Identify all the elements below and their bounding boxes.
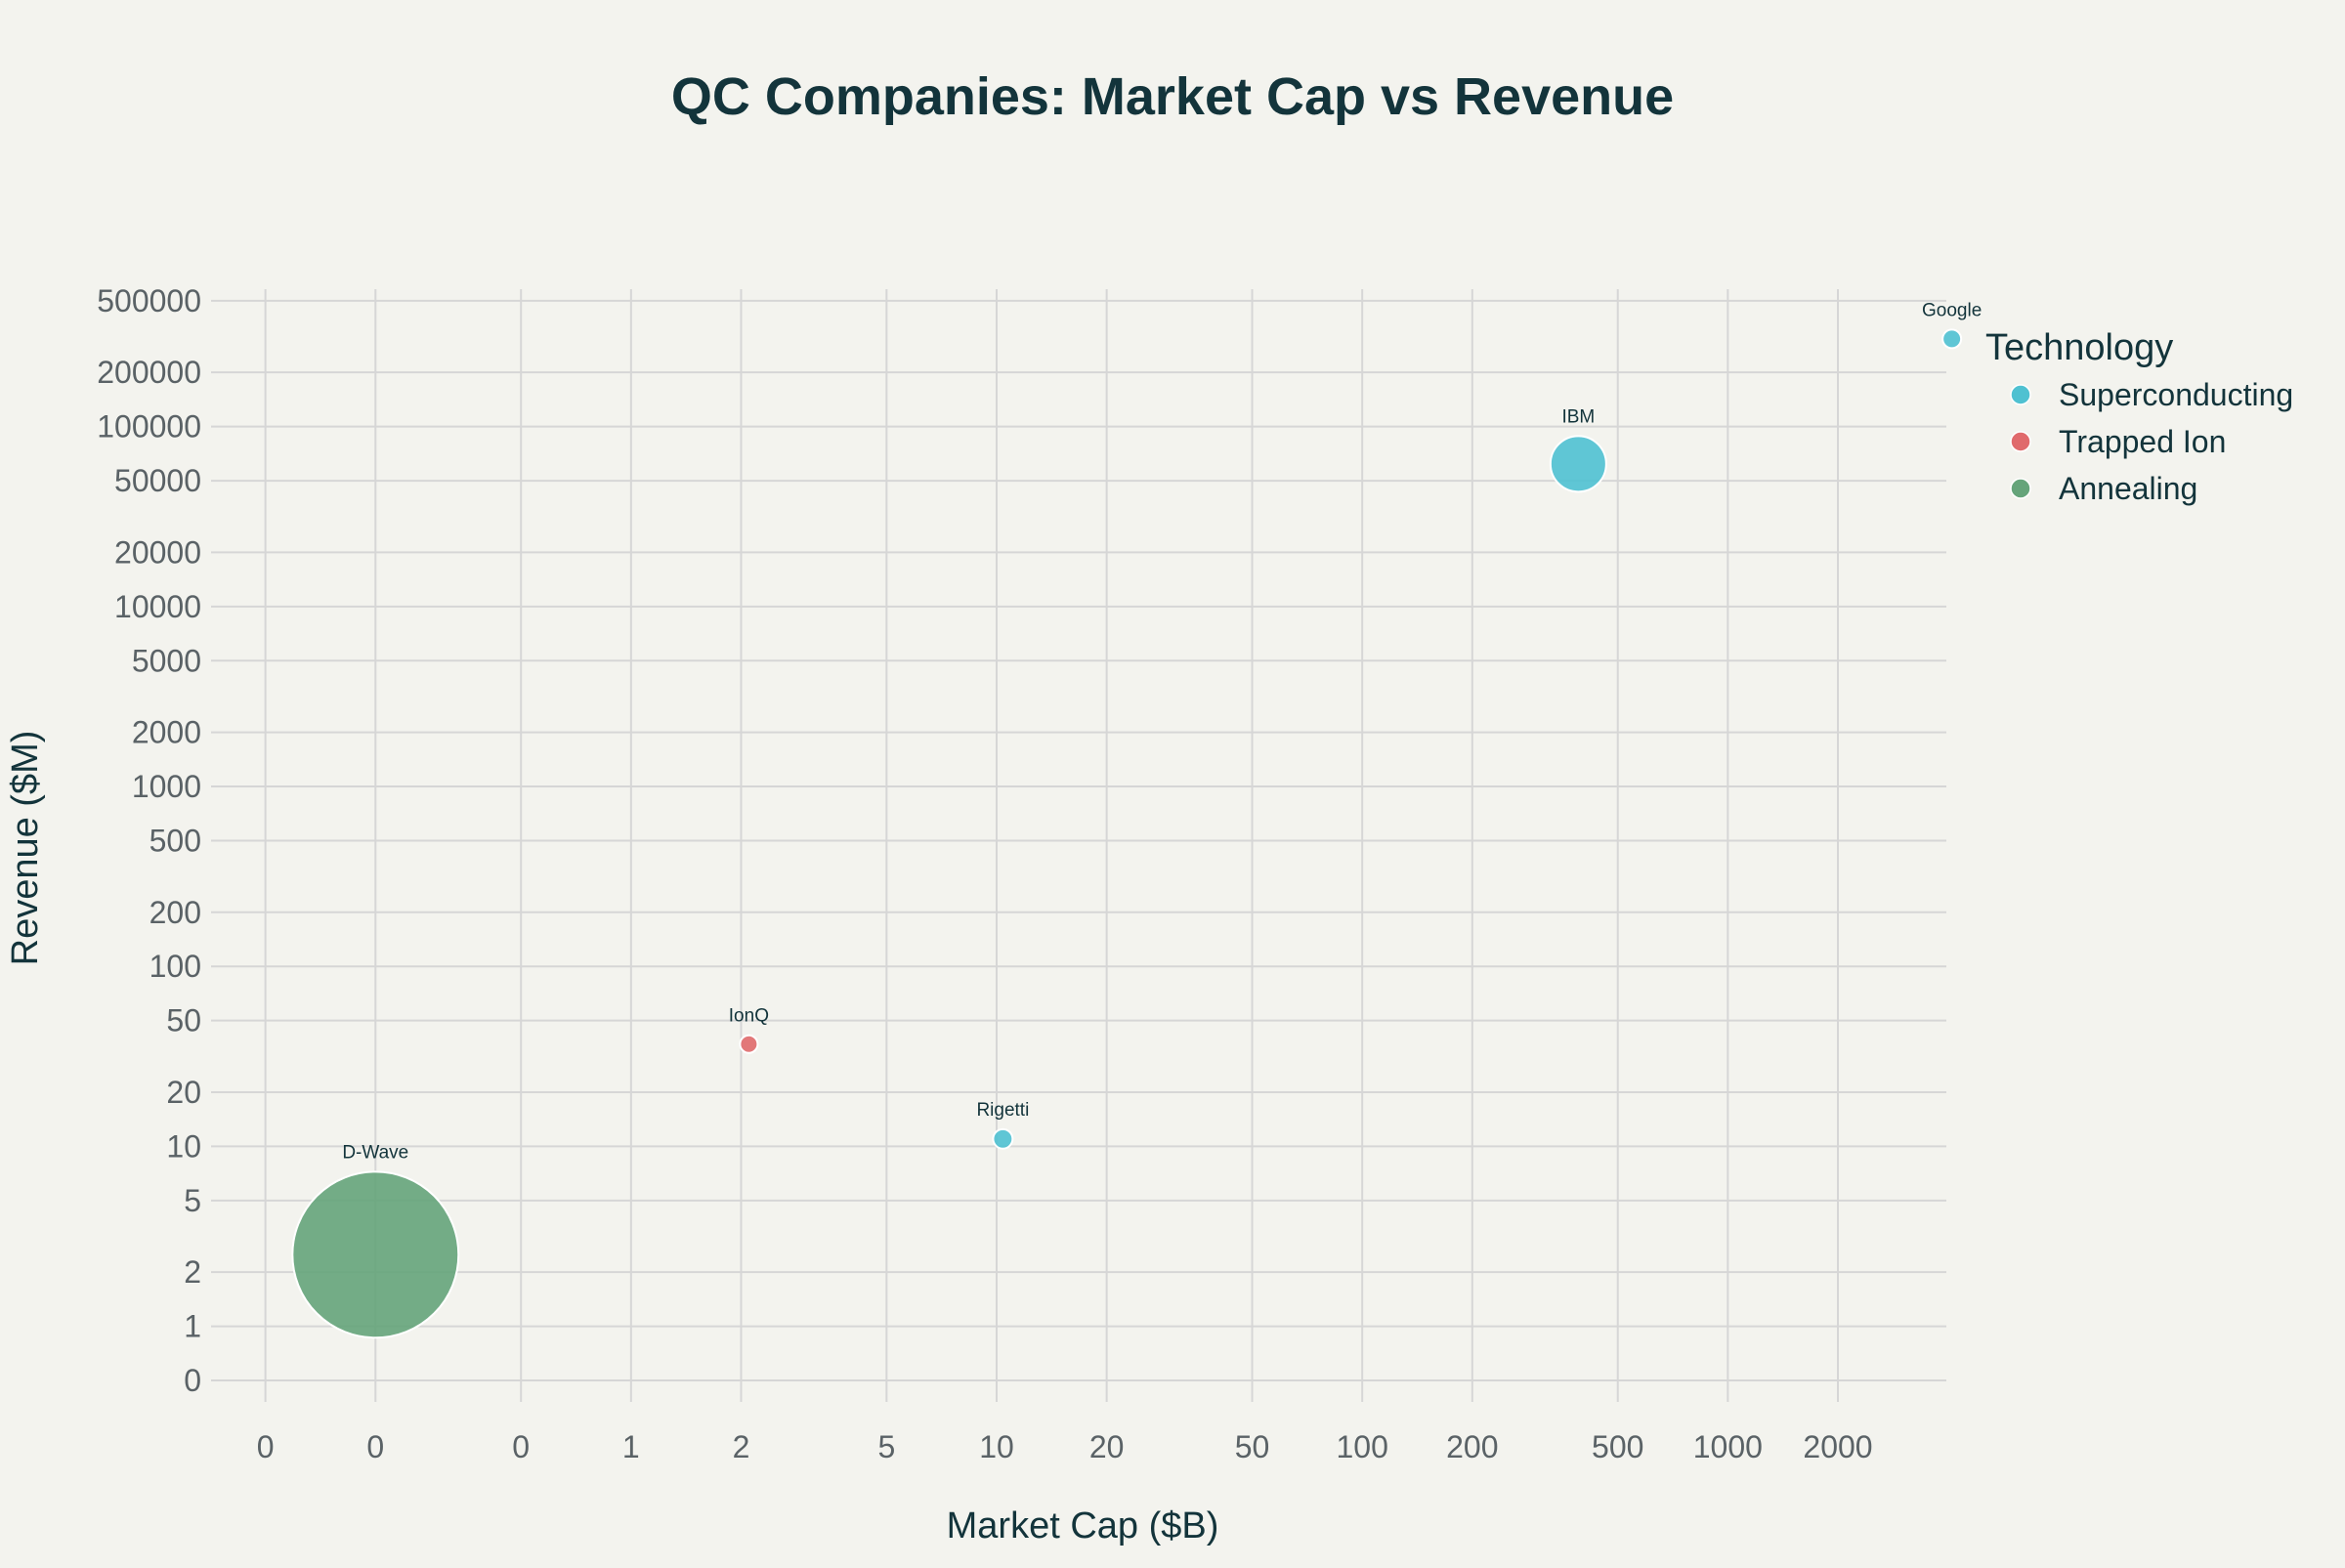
y-tick-label: 50 [166, 1003, 201, 1038]
x-tick-label: 10 [979, 1429, 1014, 1464]
y-tick-label: 2000 [132, 715, 201, 750]
legend-label-trapped-ion: Trapped Ion [2059, 424, 2226, 459]
legend-marker-trapped-ion [2010, 431, 2031, 452]
point-label-rigetti: Rigetti [976, 1100, 1029, 1121]
y-tick-label: 1 [184, 1309, 201, 1344]
y-tick-label: 200 [149, 895, 201, 930]
y-tick-label: 10000 [114, 589, 201, 624]
x-tick-label: 5 [877, 1429, 895, 1464]
x-tick-label: 200 [1446, 1429, 1498, 1464]
y-tick-label: 20 [166, 1075, 201, 1110]
x-tick-label: 500 [1592, 1429, 1643, 1464]
x-tick-label: 2 [733, 1429, 750, 1464]
y-tick-label: 2 [184, 1254, 201, 1290]
point-label-google: Google [1922, 300, 1982, 320]
data-point-ibm [1549, 435, 1607, 493]
x-tick-label: 0 [512, 1429, 530, 1464]
x-tick-label: 1000 [1693, 1429, 1763, 1464]
legend: Technology Superconducting Trapped Ion Ann… [1985, 327, 2293, 506]
data-point-ionq [739, 1034, 759, 1054]
legend-label-superconducting: Superconducting [2059, 377, 2293, 412]
y-tick-label: 200000 [97, 355, 201, 390]
y-tick-label: 1000 [132, 769, 201, 804]
point-label-ionq: IonQ [729, 1006, 769, 1027]
x-tick-label: 100 [1336, 1429, 1387, 1464]
data-point-d-wave [291, 1170, 460, 1339]
y-tick-label: 20000 [114, 534, 201, 570]
y-tick-label: 500 [149, 823, 201, 858]
data-point-rigetti [992, 1127, 1014, 1150]
chart-title: QC Companies: Market Cap vs Revenue [671, 67, 1674, 126]
x-tick-label: 0 [366, 1429, 384, 1464]
point-label-ibm: IBM [1561, 406, 1595, 427]
x-tick-label: 20 [1089, 1429, 1125, 1464]
y-tick-label: 5 [184, 1183, 201, 1218]
y-tick-label: 100 [149, 949, 201, 984]
points-layer [291, 328, 1963, 1339]
x-tick-label: 50 [1235, 1429, 1270, 1464]
legend-marker-superconducting [2010, 384, 2031, 405]
legend-marker-annealing [2010, 478, 2031, 499]
y-tick-label: 50000 [114, 463, 201, 498]
x-tick-label: 1 [622, 1429, 640, 1464]
y-tick-label: 0 [184, 1363, 201, 1398]
legend-items: Superconducting Trapped Ion Annealing [2010, 377, 2293, 506]
point-labels-layer: D-Wave IBM Rigetti Google IonQ [342, 300, 1982, 1163]
data-point-google [1941, 328, 1963, 350]
y-tick-label: 100000 [97, 409, 201, 445]
y-axis-title: Revenue ($M) [5, 731, 46, 966]
x-axis-title: Market Cap ($B) [947, 1505, 1219, 1547]
x-tick-label: 0 [257, 1429, 275, 1464]
y-tick-label: 10 [166, 1128, 201, 1164]
y-ticks-layer: 0 1 2 5 10 20 50 100 200 500 1000 2000 5000 10000 2000… [97, 283, 201, 1398]
legend-title: Technology [1985, 327, 2173, 368]
x-tick-label: 2000 [1803, 1429, 1872, 1464]
y-tick-label: 500000 [97, 283, 201, 318]
y-tick-label: 5000 [132, 643, 201, 678]
x-ticks-layer: 0 0 0 1 2 5 10 20 50 100 200 500 1000 2000 [257, 1429, 1873, 1464]
point-label-d-wave: D-Wave [342, 1142, 408, 1163]
grid-layer [211, 289, 1946, 1402]
legend-label-annealing: Annealing [2059, 471, 2197, 506]
